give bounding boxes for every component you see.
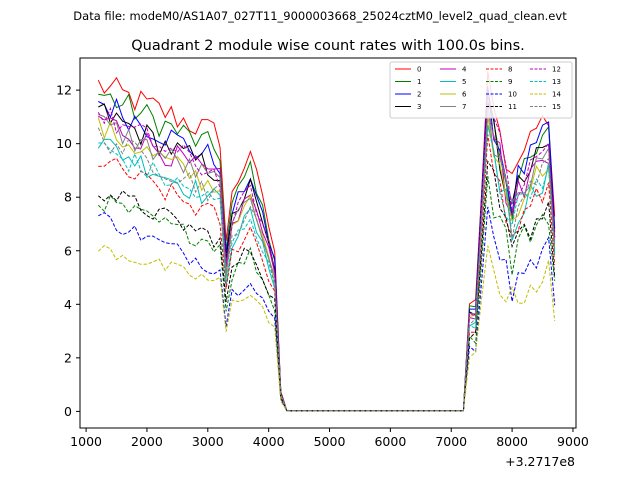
legend-label-5: 5 — [462, 78, 466, 86]
legend-label-2: 2 — [417, 91, 421, 99]
x-axis-offset-label: +3.2717e8 — [505, 454, 575, 469]
series-layer — [97, 71, 556, 412]
legend-label-12: 12 — [552, 66, 561, 74]
y-tick-label: 2 — [64, 350, 72, 365]
x-tick-label: 3000 — [192, 434, 224, 449]
y-tick-label: 4 — [64, 297, 72, 312]
x-tick-label: 9000 — [557, 434, 589, 449]
legend-label-4: 4 — [462, 66, 467, 74]
legend-label-15: 15 — [552, 103, 561, 111]
y-axis: 0 2 4 6 8 10 12 — [56, 83, 80, 419]
x-tick-label: 8000 — [496, 434, 528, 449]
y-tick-label: 6 — [64, 243, 72, 258]
series-line-11 — [97, 160, 556, 412]
x-tick-label: 6000 — [374, 434, 406, 449]
legend-label-8: 8 — [508, 66, 512, 74]
legend-label-6: 6 — [462, 91, 467, 99]
legend-label-0: 0 — [417, 66, 421, 74]
x-tick-label: 1000 — [70, 434, 102, 449]
legend-label-9: 9 — [508, 78, 512, 86]
y-tick-label: 8 — [64, 190, 72, 205]
y-tick-label: 0 — [64, 404, 72, 419]
legend-label-11: 11 — [508, 103, 517, 111]
x-tick-label: 7000 — [435, 434, 467, 449]
series-line-9 — [97, 176, 556, 412]
chart-title: Quadrant 2 module wise count rates with … — [131, 38, 525, 54]
legend-label-7: 7 — [462, 103, 466, 111]
series-line-15 — [97, 111, 556, 412]
legend-label-3: 3 — [417, 103, 421, 111]
x-axis: 1000 2000 3000 4000 5000 6000 7000 8000 9000 — [70, 428, 589, 449]
legend-label-14: 14 — [552, 91, 561, 99]
legend-label-13: 13 — [552, 78, 561, 86]
y-tick-label: 10 — [56, 136, 72, 151]
legend-label-10: 10 — [508, 91, 517, 99]
x-tick-label: 4000 — [253, 434, 285, 449]
legend-frame — [389, 61, 573, 119]
y-tick-label: 12 — [56, 83, 72, 98]
x-tick-label: 2000 — [131, 434, 163, 449]
legend-label-1: 1 — [417, 78, 421, 86]
plot-area-frame — [79, 57, 577, 429]
figure-suptitle: Data file: modeM0/AS1A07_027T11_90000036… — [73, 9, 567, 23]
x-tick-label: 5000 — [314, 434, 346, 449]
